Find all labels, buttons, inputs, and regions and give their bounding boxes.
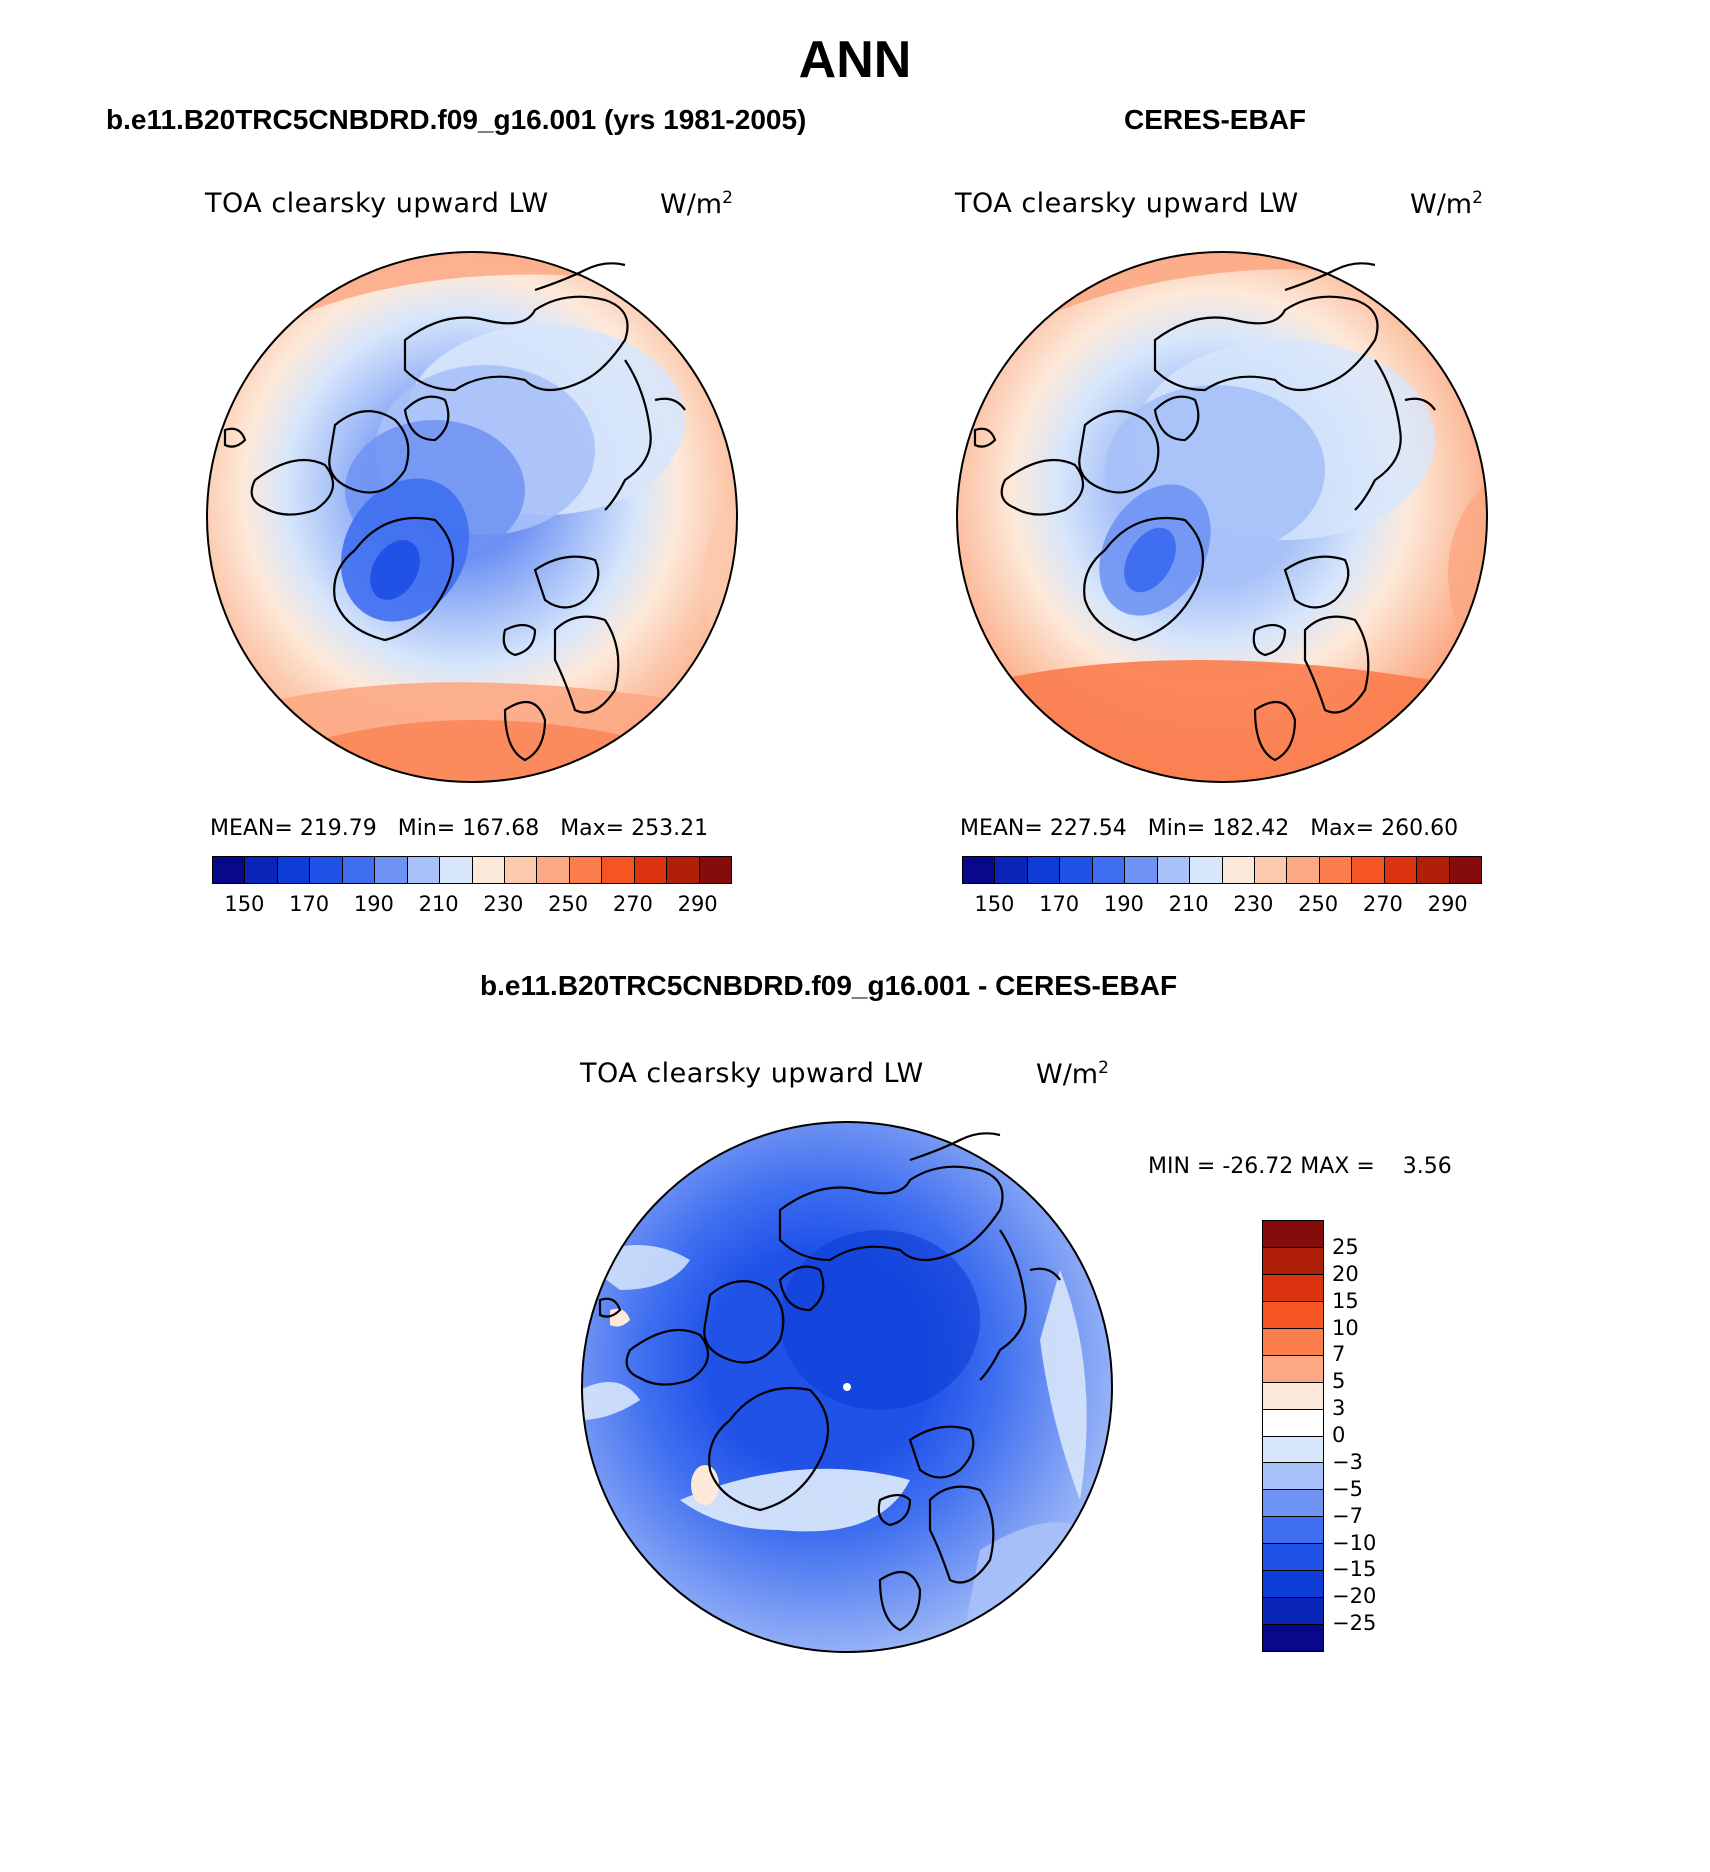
colorbar-tick-label: 270 — [612, 892, 653, 916]
diff-colorbar-tick-label: −7 — [1332, 1503, 1363, 1528]
diff-colorbar-tick-label: 10 — [1332, 1315, 1359, 1340]
colorbar-swatch-3 — [310, 857, 343, 883]
diff-colorbar-swatch-11 — [1263, 1517, 1323, 1545]
colorbar-swatch-8 — [1222, 857, 1255, 883]
diff-colorbar-tick-label: −25 — [1332, 1611, 1377, 1636]
panel-1-units: W/m2 — [660, 188, 733, 220]
colorbar-swatch-2 — [1027, 857, 1061, 883]
diff-colorbar-swatch-12 — [1263, 1544, 1323, 1572]
colorbar-tick-label: 290 — [1427, 892, 1468, 916]
diff-colorbar-tick-label: −5 — [1332, 1476, 1363, 1501]
diff-colorbar-swatch-7 — [1263, 1409, 1323, 1437]
panel-1-stats: MEAN= 219.79 Min= 167.68 Max= 253.21 — [210, 816, 709, 841]
colorbar-swatch-7 — [1190, 857, 1223, 883]
colorbar-tick-label: 290 — [677, 892, 718, 916]
diff-colorbar-swatch-2 — [1263, 1274, 1323, 1302]
colorbar-tick-label: 170 — [289, 892, 330, 916]
panel-2-title: CERES-EBAF — [1124, 104, 1307, 135]
diff-colorbar-tick-label: −15 — [1332, 1557, 1377, 1582]
colorbar-swatch-1 — [245, 857, 278, 883]
colorbar-swatch-0 — [963, 857, 996, 883]
colorbar-tick-label: 270 — [1362, 892, 1403, 916]
colorbar-swatch-6 — [1157, 857, 1191, 883]
panel-3-units: W/m2 — [1036, 1058, 1109, 1090]
colorbar-swatch-10 — [1287, 857, 1320, 883]
diff-colorbar-swatch-10 — [1263, 1490, 1323, 1518]
colorbar-swatch-9 — [504, 857, 538, 883]
colorbar-tick-label: 250 — [1298, 892, 1339, 916]
diff-colorbar-tick-label: 20 — [1332, 1261, 1359, 1286]
colorbar-swatch-15 — [699, 857, 731, 883]
colorbar-swatch-14 — [667, 857, 700, 883]
panel-3-title: b.e11.B20TRC5CNBDRD.f09_g16.001 - CERES-… — [480, 970, 1178, 1001]
panel-3-colorbar — [1262, 1220, 1324, 1652]
diff-colorbar-swatch-1 — [1263, 1247, 1323, 1275]
diff-colorbar-swatch-6 — [1263, 1382, 1323, 1410]
colorbar-swatch-4 — [342, 857, 376, 883]
panel-3-polar-map — [581, 1121, 1113, 1653]
panel-1-title: b.e11.B20TRC5CNBDRD.f09_g16.001 (yrs 198… — [106, 104, 807, 135]
colorbar-swatch-13 — [634, 857, 668, 883]
panel-3-variable-label: TOA clearsky upward LW — [580, 1058, 924, 1089]
colorbar-swatch-11 — [1319, 857, 1353, 883]
colorbar-swatch-5 — [1125, 857, 1158, 883]
colorbar-swatch-9 — [1254, 857, 1288, 883]
panel-2-stats: MEAN= 227.54 Min= 182.42 Max= 260.60 — [960, 816, 1459, 841]
diff-colorbar-swatch-9 — [1263, 1463, 1323, 1491]
panel-2-colorbar — [962, 856, 1482, 884]
diff-colorbar-swatch-4 — [1263, 1328, 1323, 1356]
colorbar-swatch-7 — [440, 857, 473, 883]
colorbar-tick-label: 210 — [418, 892, 459, 916]
diff-colorbar-tick-label: 25 — [1332, 1234, 1359, 1259]
colorbar-swatch-8 — [472, 857, 505, 883]
colorbar-tick-label: 150 — [974, 892, 1015, 916]
colorbar-tick-label: 230 — [483, 892, 524, 916]
panel-1-variable-label: TOA clearsky upward LW — [205, 188, 549, 219]
diff-colorbar-swatch-13 — [1263, 1571, 1323, 1599]
panel-3-stats: MIN = -26.72 MAX = 3.56 — [1148, 1154, 1452, 1179]
colorbar-tick-label: 150 — [224, 892, 265, 916]
colorbar-swatch-0 — [213, 857, 246, 883]
colorbar-swatch-14 — [1417, 857, 1450, 883]
panel-1-polar-map — [206, 251, 738, 783]
diff-colorbar-tick-label: 5 — [1332, 1369, 1346, 1394]
diff-colorbar-swatch-0 — [1263, 1221, 1323, 1248]
colorbar-swatch-5 — [375, 857, 408, 883]
diff-colorbar-tick-label: −20 — [1332, 1584, 1377, 1609]
colorbar-swatch-4 — [1092, 857, 1126, 883]
colorbar-tick-label: 210 — [1168, 892, 1209, 916]
colorbar-tick-label: 230 — [1233, 892, 1274, 916]
panel-2-variable-label: TOA clearsky upward LW — [955, 188, 1299, 219]
colorbar-swatch-11 — [569, 857, 603, 883]
colorbar-swatch-13 — [1384, 857, 1418, 883]
diff-colorbar-tick-label: 15 — [1332, 1288, 1359, 1313]
colorbar-swatch-1 — [995, 857, 1028, 883]
colorbar-swatch-6 — [407, 857, 441, 883]
colorbar-swatch-10 — [537, 857, 570, 883]
colorbar-tick-label: 250 — [548, 892, 589, 916]
colorbar-swatch-15 — [1449, 857, 1481, 883]
diff-colorbar-tick-label: −3 — [1332, 1449, 1363, 1474]
colorbar-tick-label: 170 — [1039, 892, 1080, 916]
colorbar-swatch-3 — [1060, 857, 1093, 883]
diff-colorbar-tick-label: 0 — [1332, 1423, 1346, 1447]
diff-colorbar-swatch-14 — [1263, 1598, 1323, 1626]
diff-colorbar-tick-label: 3 — [1332, 1396, 1346, 1421]
colorbar-tick-label: 190 — [1103, 892, 1144, 916]
diff-colorbar-swatch-15 — [1263, 1625, 1323, 1651]
panel-2-polar-map — [956, 251, 1488, 783]
colorbar-swatch-12 — [602, 857, 635, 883]
diff-colorbar-swatch-3 — [1263, 1301, 1323, 1329]
main-title: ANN — [798, 31, 912, 89]
panel-1-colorbar — [212, 856, 732, 884]
panel-2-units: W/m2 — [1410, 188, 1483, 220]
colorbar-swatch-12 — [1352, 857, 1385, 883]
diff-colorbar-swatch-8 — [1263, 1436, 1323, 1464]
diff-colorbar-tick-label: 7 — [1332, 1342, 1346, 1367]
colorbar-tick-label: 190 — [353, 892, 394, 916]
diff-colorbar-swatch-5 — [1263, 1355, 1323, 1383]
colorbar-swatch-2 — [277, 857, 311, 883]
diff-colorbar-tick-label: −10 — [1332, 1530, 1377, 1555]
